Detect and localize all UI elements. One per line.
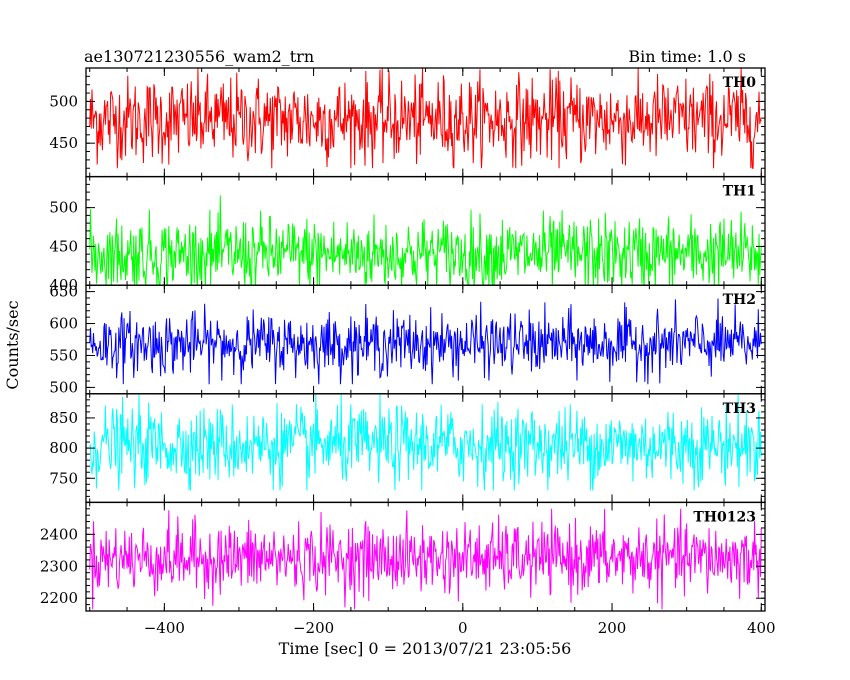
y-axis-label: Counts/sec (3, 300, 22, 389)
panel-label-th0: TH0 (723, 75, 757, 91)
series-line-th3 (89, 393, 762, 491)
series-line-th0 (89, 68, 762, 169)
y-tick-label: 400 (49, 276, 78, 294)
y-tick-label: 850 (49, 409, 78, 427)
bin-time-label: Bin time: 1.0 s (628, 47, 746, 66)
panel-label-th1: TH1 (723, 184, 756, 200)
panel-label-th3: TH3 (723, 401, 756, 417)
y-tick-label: 600 (49, 315, 78, 333)
series-line-th2 (89, 298, 762, 385)
series-line-th1 (89, 195, 762, 286)
x-tick-label: 400 (747, 619, 776, 637)
y-tick-label: 500 (49, 92, 78, 110)
y-tick-label: 500 (49, 199, 78, 217)
y-tick-label: 800 (49, 439, 78, 457)
panel-th0: 450 500 TH0 (49, 67, 766, 178)
x-tick-label: 200 (598, 619, 627, 637)
panel-label-th2: TH2 (723, 292, 756, 308)
y-tick-label: 550 (49, 346, 78, 364)
x-axis: −400 −200 0 200 400 (144, 619, 776, 637)
x-axis-label: Time [sec] 0 = 2013/07/21 23:05:56 (279, 639, 572, 658)
panels-group: 450 500 TH0 400 450 500 TH1 500 550 600 650 TH2 750 8… (40, 67, 766, 612)
x-tick-label: 0 (458, 619, 468, 637)
y-tick-label: 650 (49, 283, 78, 301)
series-line-th0123 (89, 508, 762, 610)
y-tick-label: 750 (49, 469, 78, 487)
y-tick-label: 2400 (40, 525, 78, 543)
y-tick-label: 500 (49, 378, 78, 396)
y-tick-label: 2300 (40, 557, 78, 575)
panel-label-th0123: TH0123 (693, 509, 756, 525)
panel-th2: 500 550 600 650 TH2 (49, 283, 766, 396)
panel-th0123: 2200 2300 2400 TH0123 (40, 501, 766, 612)
panel-th1: 400 450 500 TH1 (49, 175, 766, 294)
x-tick-label: −200 (293, 619, 334, 637)
y-tick-label: 450 (49, 237, 78, 255)
x-tick-label: −400 (144, 619, 185, 637)
panel-th3: 750 800 850 TH3 (49, 393, 766, 504)
y-tick-label: 2200 (40, 589, 78, 607)
panel-frame (85, 501, 766, 612)
chart-title: ae130721230556_wam2_trn (84, 47, 314, 66)
y-tick-label: 450 (49, 134, 78, 152)
